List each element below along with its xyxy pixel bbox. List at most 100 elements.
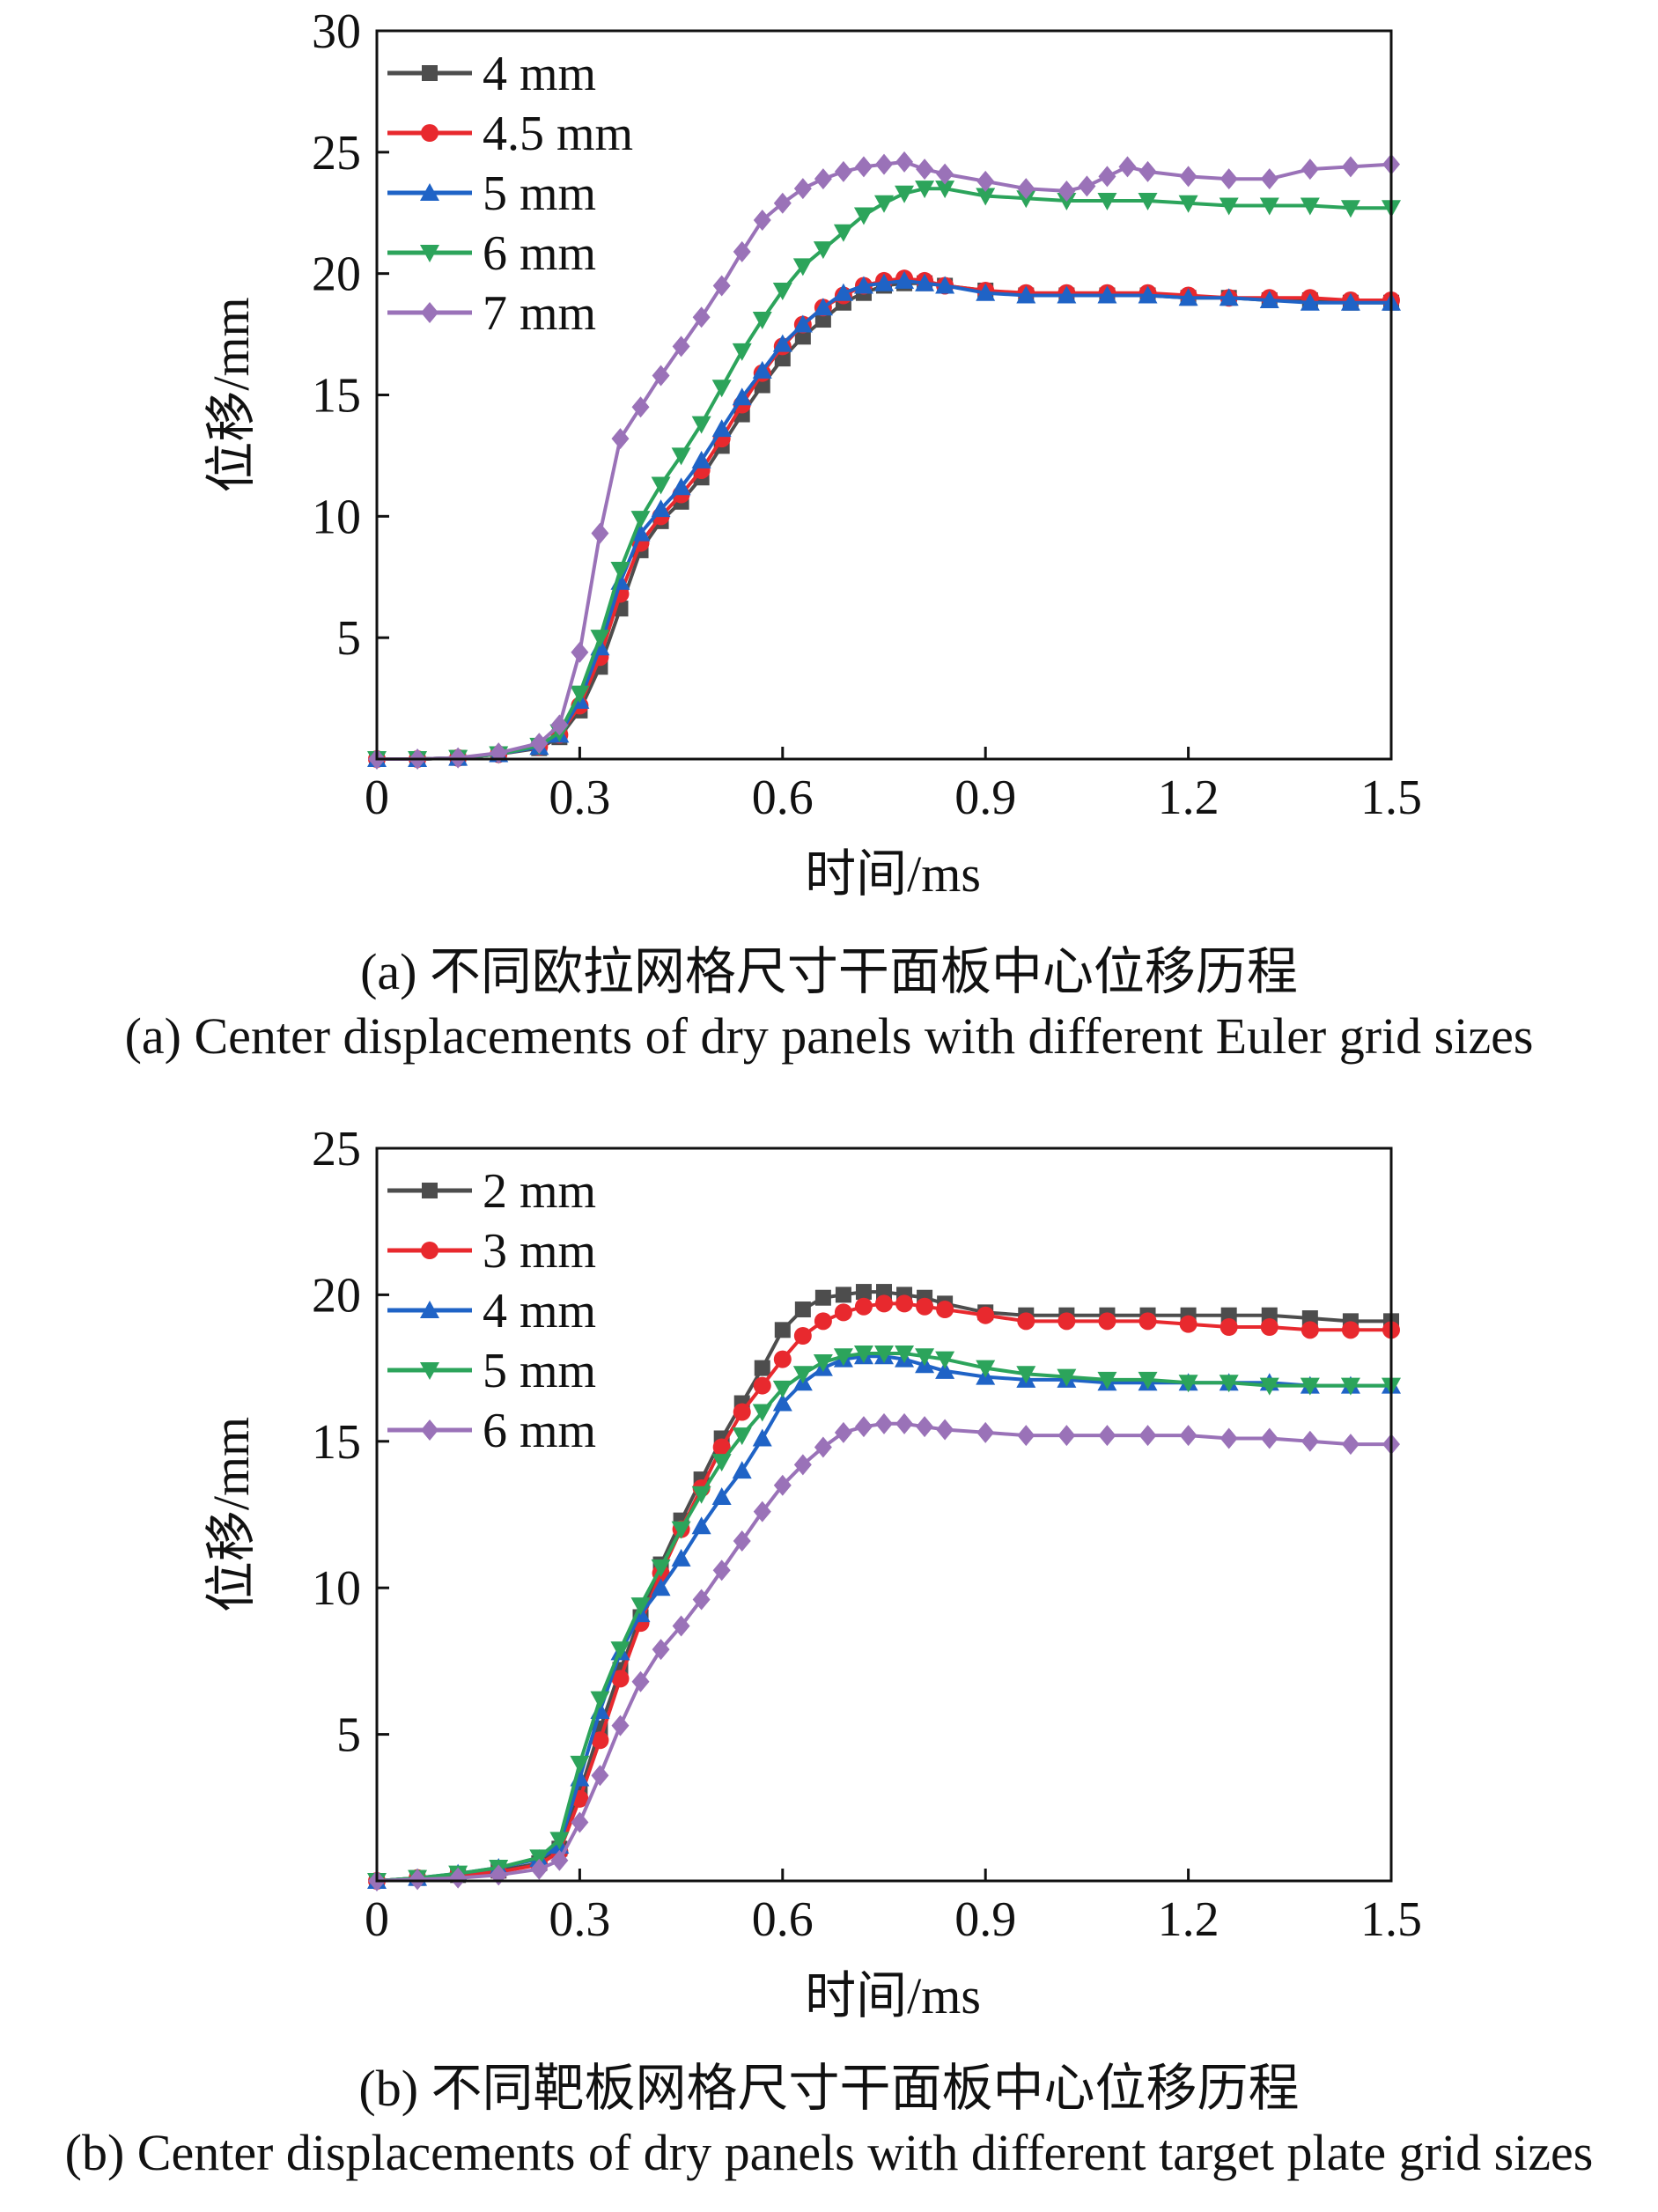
data-point-b-3-16 — [752, 1428, 772, 1447]
data-point-a-3-14 — [711, 419, 732, 438]
data-point-a-4-12 — [671, 447, 691, 466]
data-point-b-1-20 — [835, 1287, 851, 1303]
data-point-b-2-29 — [1098, 1312, 1116, 1331]
data-point-b-5-21 — [854, 1416, 873, 1438]
data-point-b-4-30 — [1138, 1371, 1158, 1390]
data-point-a-5-34 — [1220, 168, 1238, 190]
data-point-b-3-13 — [691, 1516, 711, 1535]
data-point-a-4-27 — [1016, 190, 1036, 209]
x-axis-title: 时间/ms — [805, 845, 981, 903]
data-point-b-4-26 — [976, 1360, 996, 1378]
data-point-b-5-35 — [1341, 1434, 1360, 1456]
data-point-b-5-6 — [550, 1849, 569, 1871]
data-point-a-5-26 — [976, 170, 995, 192]
data-point-a-4-31 — [1178, 195, 1198, 213]
data-point-a-5-24 — [916, 159, 934, 181]
series-line-b-3 — [376, 1354, 1391, 1883]
legend-marker-b-5 — [421, 1419, 438, 1441]
data-point-b-3-14 — [711, 1487, 732, 1506]
y-tick-label: 5 — [336, 611, 361, 666]
x-tick-label: 0 — [365, 1892, 389, 1947]
data-point-b-5-7 — [571, 1811, 589, 1833]
data-point-b-5-34 — [1301, 1430, 1319, 1452]
data-point-a-5-11 — [652, 365, 670, 387]
data-point-b-5-12 — [672, 1615, 690, 1637]
data-point-b-2-23 — [895, 1294, 914, 1313]
legend-marker-a-5 — [421, 302, 438, 323]
legend-label-b-2: 3 mm — [483, 1224, 596, 1279]
y-tick-label: 10 — [312, 490, 361, 544]
data-point-a-5-17 — [773, 192, 792, 214]
data-point-a-4-21 — [853, 207, 873, 225]
data-point-a-5-15 — [733, 240, 751, 262]
legend-label-b-4: 5 mm — [483, 1344, 596, 1398]
data-point-b-3-11 — [651, 1578, 671, 1596]
y-tick-label: 5 — [336, 1708, 361, 1763]
data-point-b-2-18 — [793, 1326, 812, 1345]
data-point-b-5-23 — [895, 1412, 914, 1434]
legend: 4 mm 4.5 mm5 mm6 mm7 mm — [387, 47, 633, 341]
data-point-b-4-20 — [833, 1348, 853, 1367]
data-point-a-5-37 — [1341, 156, 1360, 178]
data-point-b-5-5 — [530, 1858, 549, 1880]
data-point-b-1-21 — [855, 1284, 872, 1301]
data-point-b-1-16 — [754, 1360, 770, 1376]
caption-a-english: (a) Center displacements of dry panels w… — [124, 1007, 1534, 1065]
series-line-a-1 — [377, 281, 1391, 761]
data-point-b-5-15 — [733, 1530, 751, 1552]
data-point-b-4-9 — [610, 1641, 630, 1660]
data-point-b-4-6 — [549, 1832, 570, 1850]
series-line-a-4 — [377, 187, 1391, 761]
data-point-b-4-33 — [1259, 1377, 1279, 1396]
data-point-a-5-27 — [1017, 178, 1035, 200]
series-line-b-5 — [376, 1421, 1391, 1883]
data-point-a-4-18 — [792, 258, 813, 276]
plot-frame — [375, 1147, 1393, 1883]
legend-label-a-4: 6 mm — [483, 226, 596, 281]
legend-marker-a-1 — [422, 65, 438, 81]
data-point-a-5-7 — [571, 641, 589, 663]
data-point-b-4-19 — [813, 1353, 833, 1372]
data-point-a-3-12 — [671, 477, 691, 496]
data-point-b-4-18 — [792, 1366, 813, 1384]
data-point-a-3-19 — [813, 298, 833, 316]
data-point-a-3-17 — [772, 334, 792, 352]
data-point-a-4-35 — [1340, 200, 1360, 218]
data-point-b-5-10 — [631, 1670, 650, 1692]
data-point-a-4-22 — [874, 195, 894, 213]
data-point-b-1-18 — [794, 1301, 811, 1318]
data-point-b-2-19 — [814, 1312, 832, 1331]
data-point-b-2-24 — [916, 1297, 934, 1316]
data-point-a-5-31 — [1118, 156, 1137, 178]
y-tick-label: 15 — [312, 1415, 361, 1470]
data-point-b-4-23 — [895, 1345, 915, 1363]
data-point-b-3-12 — [671, 1548, 691, 1567]
data-point-a-4-28 — [1057, 192, 1077, 210]
y-tick-label: 25 — [312, 126, 361, 181]
data-point-a-5-20 — [834, 160, 852, 182]
data-point-a-5-30 — [1098, 166, 1116, 188]
data-point-a-3-10 — [630, 523, 651, 542]
data-point-a-5-5 — [530, 733, 549, 755]
data-point-a-4-30 — [1138, 192, 1158, 210]
data-point-b-4-32 — [1219, 1375, 1239, 1393]
legend-label-a-2: 4.5 mm — [483, 107, 633, 161]
data-point-b-3-25 — [935, 1360, 955, 1379]
y-tick-label: 15 — [312, 369, 361, 424]
data-point-b-5-16 — [753, 1500, 771, 1523]
data-point-a-4-33 — [1259, 197, 1279, 216]
data-point-b-2-8 — [591, 1731, 609, 1750]
legend-marker-a-4 — [420, 245, 439, 262]
data-point-b-4-16 — [752, 1404, 772, 1422]
data-point-b-4-24 — [915, 1348, 935, 1367]
x-tick-label: 0 — [365, 771, 389, 825]
data-point-b-2-25 — [936, 1301, 954, 1319]
data-point-a-3-16 — [752, 360, 772, 379]
data-point-b-2-27 — [1017, 1312, 1035, 1331]
data-point-b-2-30 — [1138, 1312, 1157, 1331]
data-point-a-4-17 — [772, 282, 792, 300]
legend-label-a-5: 7 mm — [483, 286, 596, 341]
data-point-a-5-16 — [753, 210, 771, 232]
data-point-a-3-11 — [651, 499, 671, 518]
data-point-b-2-32 — [1220, 1318, 1238, 1337]
